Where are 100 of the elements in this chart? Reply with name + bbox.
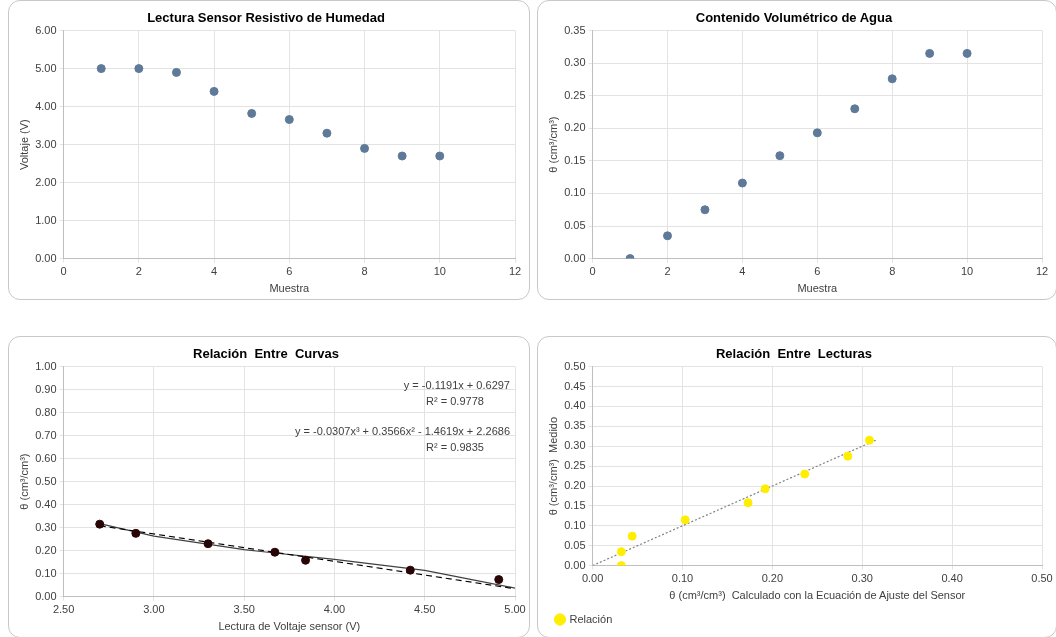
point — [322, 128, 332, 138]
x-axis-title: Lectura de Voltaje sensor (V) — [218, 620, 361, 633]
y-tick-label: 0.50 — [35, 474, 57, 487]
x-tick-label: 0.50 — [1031, 572, 1053, 585]
y-tick-label: 0.35 — [564, 419, 586, 432]
x-tick-label: 10 — [433, 265, 446, 278]
x-tick-label: 12 — [1035, 265, 1049, 278]
point — [775, 151, 785, 161]
y-tick-label: 0.25 — [564, 459, 586, 472]
y-tick-label: 0.90 — [35, 382, 57, 395]
x-tick-label: 6 — [814, 265, 821, 278]
y-tick-label: 0.00 — [35, 251, 57, 264]
y-tick-label: 0.00 — [564, 558, 586, 571]
point — [284, 115, 294, 125]
y-tick-label: 0.20 — [564, 479, 586, 492]
x-tick-label: 0.20 — [761, 572, 784, 585]
y-tick-label: 0.50 — [564, 359, 586, 372]
point — [627, 531, 637, 541]
legend-label: Relación — [569, 612, 613, 625]
chart-title: Contenido Volumétrico de Agua — [695, 10, 893, 26]
y-tick-label: 0.40 — [35, 497, 57, 510]
annotation: y = -0.0307x³ + 0.3566x² - 1.4619x + 2.2686 — [295, 425, 510, 438]
y-tick-label: 0.10 — [564, 518, 586, 531]
y-tick-label: 0.10 — [564, 186, 586, 199]
x-tick-label: 0 — [589, 265, 596, 278]
y-tick-label: 0.05 — [564, 219, 586, 232]
y-tick-label: 0.30 — [564, 439, 586, 452]
point — [864, 435, 874, 445]
y-tick-label: 0.20 — [564, 121, 586, 134]
x-tick-label: 8 — [889, 265, 896, 278]
x-tick-label: 0.00 — [581, 572, 604, 585]
point — [494, 575, 504, 585]
point — [925, 48, 935, 58]
x-tick-label: 4 — [211, 265, 218, 278]
annotation: R² = 0.9778 — [426, 395, 484, 408]
point — [209, 86, 219, 96]
y-tick-label: 0.20 — [35, 543, 57, 556]
annotation: R² = 0.9835 — [426, 441, 484, 454]
point — [96, 64, 106, 74]
y-tick-label: 1.00 — [35, 213, 57, 226]
x-tick-label: 4.50 — [414, 603, 436, 616]
point — [397, 151, 407, 161]
y-tick-label: 0.60 — [35, 451, 57, 464]
point — [663, 231, 673, 241]
y-tick-label: 0.00 — [35, 589, 57, 602]
point — [405, 565, 415, 575]
x-tick-label: 0.10 — [671, 572, 694, 585]
x-tick-label: 3.00 — [143, 603, 165, 616]
y-axis-title: θ (cm³/cm³) — [546, 116, 559, 173]
point — [301, 555, 311, 565]
y-tick-label: 0.35 — [564, 23, 586, 36]
chart-title: Relación Entre Curvas — [193, 346, 339, 362]
x-axis-title: θ (cm³/cm³) Calculado con la Ecuación de Ajuste del Sensor — [669, 589, 966, 602]
point — [134, 64, 144, 74]
x-axis-title: Muestra — [797, 282, 839, 295]
y-tick-label: 0.05 — [564, 538, 586, 551]
x-tick-label: 2.50 — [52, 603, 75, 616]
x-tick-label: 5.00 — [504, 603, 526, 616]
x-tick-label: 4 — [739, 265, 746, 278]
x-tick-label: 2 — [135, 265, 142, 278]
chart-title: Relación Entre Lecturas — [715, 346, 873, 362]
point — [360, 143, 370, 153]
y-tick-label: 0.40 — [564, 399, 586, 412]
y-tick-label: 1.00 — [35, 359, 57, 372]
annotation: y = -0.1191x + 0.6297 — [403, 379, 510, 392]
x-tick-label: 6 — [286, 265, 293, 278]
y-tick-label: 0.70 — [35, 428, 57, 441]
point — [700, 205, 710, 215]
point — [743, 498, 753, 508]
chart-title: Lectura Sensor Resistivo de Humedad — [147, 10, 385, 26]
x-tick-label: 2 — [664, 265, 671, 278]
y-tick-label: 0.30 — [564, 56, 586, 69]
y-tick-label: 0.25 — [564, 88, 586, 101]
point — [812, 128, 822, 138]
point — [760, 484, 770, 494]
y-axis-title: θ (cm³/cm³) Medido — [546, 416, 559, 516]
point — [962, 48, 972, 58]
point — [850, 104, 860, 114]
point — [203, 539, 213, 549]
x-tick-label: 12 — [508, 265, 522, 278]
y-tick-label: 0.30 — [35, 520, 57, 533]
point — [270, 547, 280, 557]
point — [843, 451, 853, 461]
point — [131, 528, 141, 538]
point — [737, 178, 747, 188]
y-tick-label: 0.80 — [35, 405, 57, 418]
y-tick-label: 4.00 — [35, 99, 57, 112]
y-tick-label: 0.00 — [564, 251, 586, 264]
x-tick-label: 4.00 — [323, 603, 346, 616]
y-tick-label: 0.15 — [564, 153, 586, 166]
x-tick-label: 0.40 — [941, 572, 963, 585]
y-tick-label: 3.00 — [35, 137, 57, 150]
x-tick-label: 0 — [60, 265, 67, 278]
point — [887, 74, 897, 84]
y-tick-label: 2.00 — [35, 175, 57, 188]
point — [616, 547, 626, 557]
point — [95, 519, 105, 529]
point — [247, 108, 257, 118]
y-tick-label: 5.00 — [35, 61, 57, 74]
x-tick-label: 0.30 — [851, 572, 873, 585]
